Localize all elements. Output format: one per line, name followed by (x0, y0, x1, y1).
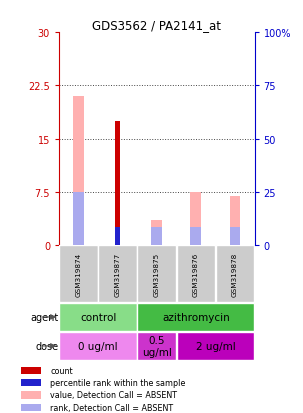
Text: GSM319876: GSM319876 (193, 252, 199, 296)
Text: GSM319878: GSM319878 (232, 252, 238, 296)
Bar (115, 122, 121, 246)
Text: GSM319875: GSM319875 (154, 252, 160, 296)
Text: 2 ug/ml: 2 ug/ml (195, 341, 235, 351)
Text: dose: dose (36, 341, 59, 351)
Text: 0 ug/ml: 0 ug/ml (78, 341, 118, 351)
Text: azithromycin: azithromycin (162, 312, 230, 322)
Bar (115, 228, 121, 246)
Bar (59, 246, 98, 302)
Bar (21, 392, 42, 399)
Bar (190, 192, 201, 246)
Bar (151, 228, 162, 246)
Bar (21, 379, 42, 386)
Bar (59, 332, 137, 360)
Text: 0.5
ug/ml: 0.5 ug/ml (142, 335, 172, 357)
Bar (73, 192, 84, 246)
Text: value, Detection Call = ABSENT: value, Detection Call = ABSENT (50, 390, 177, 399)
Bar (177, 246, 215, 302)
Bar (177, 332, 254, 360)
Text: rank, Detection Call = ABSENT: rank, Detection Call = ABSENT (50, 403, 173, 412)
Bar (73, 97, 84, 246)
Bar (229, 228, 241, 246)
Text: control: control (80, 312, 116, 322)
Bar (229, 196, 241, 246)
Bar (59, 303, 137, 331)
Text: percentile rank within the sample: percentile rank within the sample (50, 378, 186, 387)
Text: GSM319877: GSM319877 (115, 252, 121, 296)
Bar (98, 246, 137, 302)
Bar (138, 246, 176, 302)
Bar (190, 228, 201, 246)
Text: GSM319874: GSM319874 (76, 252, 82, 296)
Bar (138, 303, 254, 331)
Title: GDS3562 / PA2141_at: GDS3562 / PA2141_at (92, 19, 221, 32)
Bar (21, 367, 42, 374)
Text: count: count (50, 366, 73, 375)
Bar (138, 332, 176, 360)
Text: agent: agent (31, 312, 59, 322)
Bar (151, 221, 162, 246)
Bar (21, 404, 42, 411)
Bar (216, 246, 254, 302)
